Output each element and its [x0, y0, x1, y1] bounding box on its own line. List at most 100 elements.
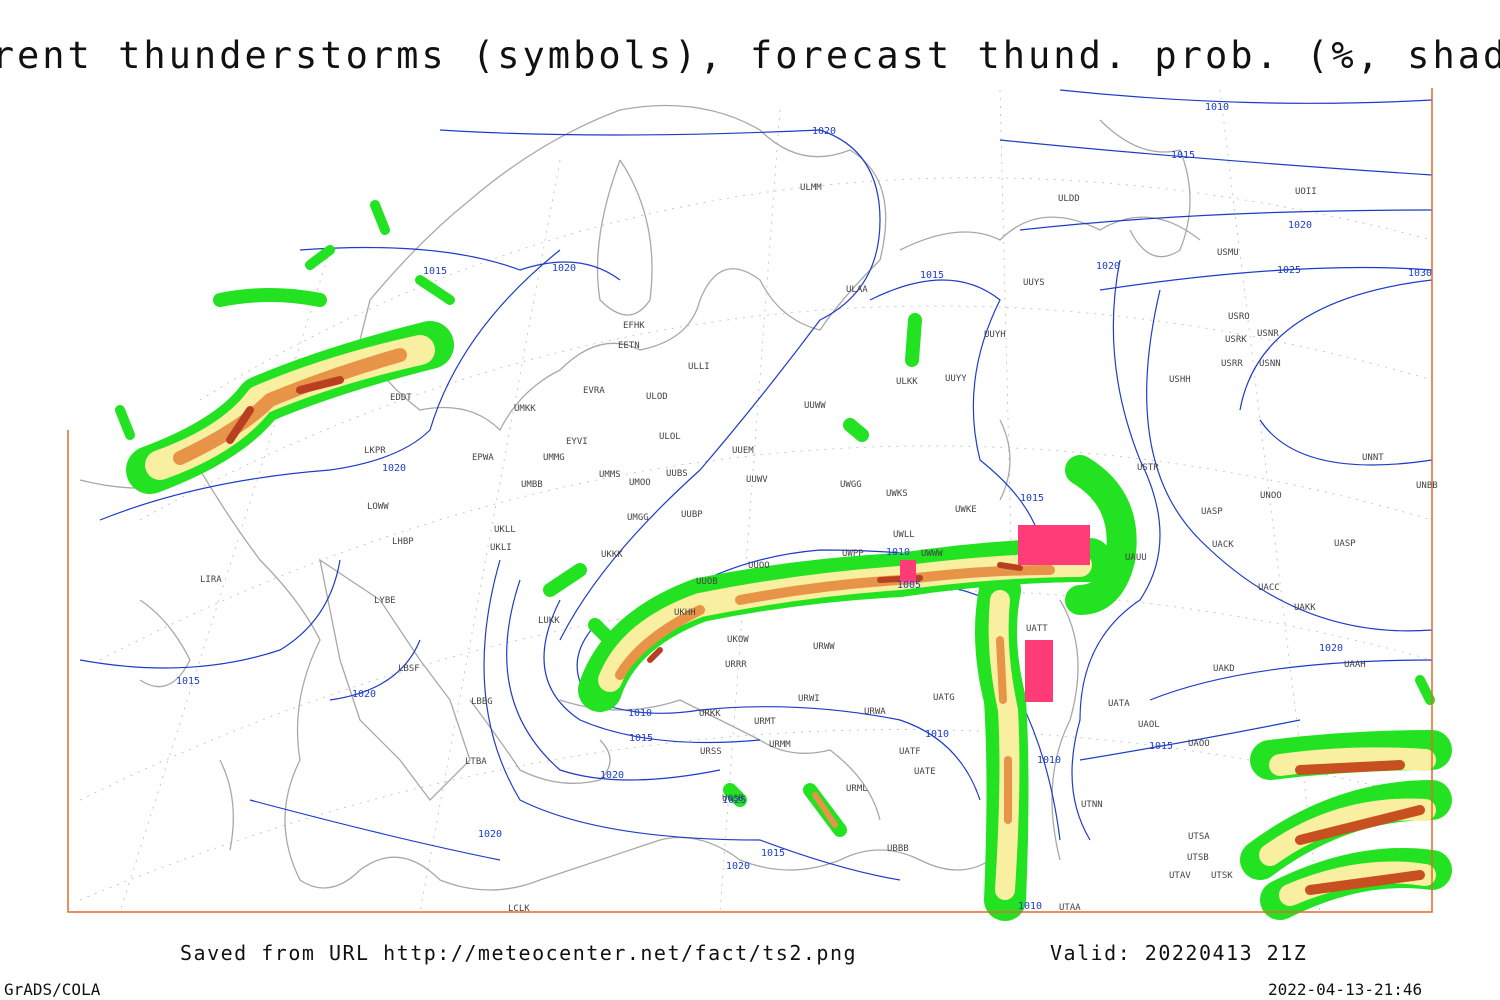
valid-time: Valid: 20220413 21Z	[1050, 941, 1307, 965]
software-credit: GrADS/COLA	[4, 980, 101, 999]
station-label: LKPR	[364, 446, 386, 456]
isobar-label: 1010	[628, 708, 652, 719]
station-label: UTSA	[1188, 832, 1210, 842]
station-label: UKKK	[601, 550, 623, 560]
station-label: URML	[846, 784, 868, 794]
isobar-label: 1010	[1205, 102, 1229, 113]
station-label: UTSB	[1187, 853, 1209, 863]
isobar-label: 1015	[629, 733, 653, 744]
station-label: UWKS	[886, 489, 908, 499]
isobar-label: 1030	[1408, 268, 1432, 279]
isobar-label: 1020	[1288, 220, 1312, 231]
station-label: EFHK	[623, 321, 645, 331]
station-label: URSS	[700, 747, 722, 757]
station-label: LOWW	[367, 502, 389, 512]
station-label: URMT	[754, 717, 776, 727]
station-label: UATT	[1026, 624, 1048, 634]
station-label: UTAA	[1059, 903, 1081, 913]
isobar-label: 1010	[925, 729, 949, 740]
station-label: EETN	[618, 341, 640, 351]
station-label: UMGG	[627, 513, 649, 523]
station-label: UBBB	[887, 844, 909, 854]
station-label: LBSF	[398, 664, 420, 674]
station-label: UAOL	[1138, 720, 1160, 730]
station-label: LIRA	[200, 575, 222, 585]
isobar-label: 1015	[1149, 741, 1173, 752]
station-label: USNR	[1257, 329, 1279, 339]
isobar-label: 1005	[897, 580, 921, 591]
station-label: UWWW	[921, 549, 943, 559]
station-label: LCLK	[508, 904, 530, 914]
station-label: URWW	[813, 642, 835, 652]
station-label: UMMG	[543, 453, 565, 463]
station-label: UUYS	[1023, 278, 1045, 288]
station-label: LTBA	[465, 757, 487, 767]
isobar-label: 1015	[761, 848, 785, 859]
station-label: ULDD	[1058, 194, 1080, 204]
station-label: EDDT	[390, 393, 412, 403]
coastlines	[79, 104, 1201, 891]
isobar-label: 1015	[920, 270, 944, 281]
station-label: URMM	[769, 740, 791, 750]
station-label: LUKK	[538, 616, 560, 626]
station-label: LHBP	[392, 537, 414, 547]
graticule	[79, 89, 1433, 913]
station-label: UNBB	[1416, 481, 1438, 491]
station-label: UNNT	[1362, 453, 1384, 463]
station-label: UKLL	[494, 525, 516, 535]
station-label: URKK	[699, 709, 721, 719]
station-label: USRK	[1225, 335, 1247, 345]
isobar-label: 1020	[352, 689, 376, 700]
isobar-label: 1020	[812, 126, 836, 137]
station-label: UMMS	[599, 470, 621, 480]
station-label: UKLI	[490, 543, 512, 553]
station-label: URWA	[864, 707, 886, 717]
station-label: UNOO	[1260, 491, 1282, 501]
station-label: URWI	[798, 694, 820, 704]
isobar-label: 1020	[1319, 643, 1343, 654]
station-label: UWPP	[842, 549, 864, 559]
station-label: USTR	[1137, 463, 1159, 473]
station-label: UTSK	[1211, 871, 1233, 881]
station-label: UUYY	[945, 374, 967, 384]
station-label: ULKK	[896, 377, 918, 387]
station-label: UOII	[1295, 187, 1317, 197]
station-label: UASP	[1201, 507, 1223, 517]
station-label: LBBG	[471, 697, 493, 707]
station-labels: ULMM ULDD UOII USMU ULAA UUYS USRO USRK USRR USNR…	[200, 183, 1438, 914]
station-label: UATA	[1108, 699, 1130, 709]
station-label: UATE	[914, 767, 936, 777]
station-label: ULAA	[846, 285, 868, 295]
station-label: ULOD	[646, 392, 668, 402]
station-label: UUOB	[696, 577, 718, 587]
station-label: UGSB	[722, 794, 744, 804]
station-label: UATF	[899, 747, 921, 757]
map-frame	[67, 88, 1433, 913]
isobar-label: 1020	[478, 829, 502, 840]
station-label: UWGG	[840, 480, 862, 490]
station-label: UTNN	[1081, 800, 1103, 810]
isobar-label: 1015	[423, 266, 447, 277]
station-label: UAAH	[1344, 660, 1366, 670]
station-label: UASP	[1334, 539, 1356, 549]
station-label: EYVI	[566, 437, 588, 447]
station-label: UKHH	[674, 608, 696, 618]
station-label: EVRA	[583, 386, 605, 396]
station-label: USMU	[1217, 248, 1239, 258]
station-label: UUYH	[984, 330, 1006, 340]
isobar-label: 1025	[1277, 265, 1301, 276]
timestamp: 2022-04-13-21:46	[1268, 980, 1422, 999]
station-label: UAOO	[1188, 739, 1210, 749]
isobar-label: 1025	[722, 795, 746, 806]
isobar-label: 1010	[1018, 901, 1042, 912]
station-label: USRR	[1221, 359, 1243, 369]
station-label: UUEM	[732, 446, 754, 456]
station-label: UUBP	[681, 510, 703, 520]
station-label: UTAV	[1169, 871, 1191, 881]
isobar-label: 1020	[1096, 261, 1120, 272]
station-label: UMKK	[514, 404, 536, 414]
station-label: USRO	[1228, 312, 1250, 322]
isobar-label: 1020	[726, 861, 750, 872]
